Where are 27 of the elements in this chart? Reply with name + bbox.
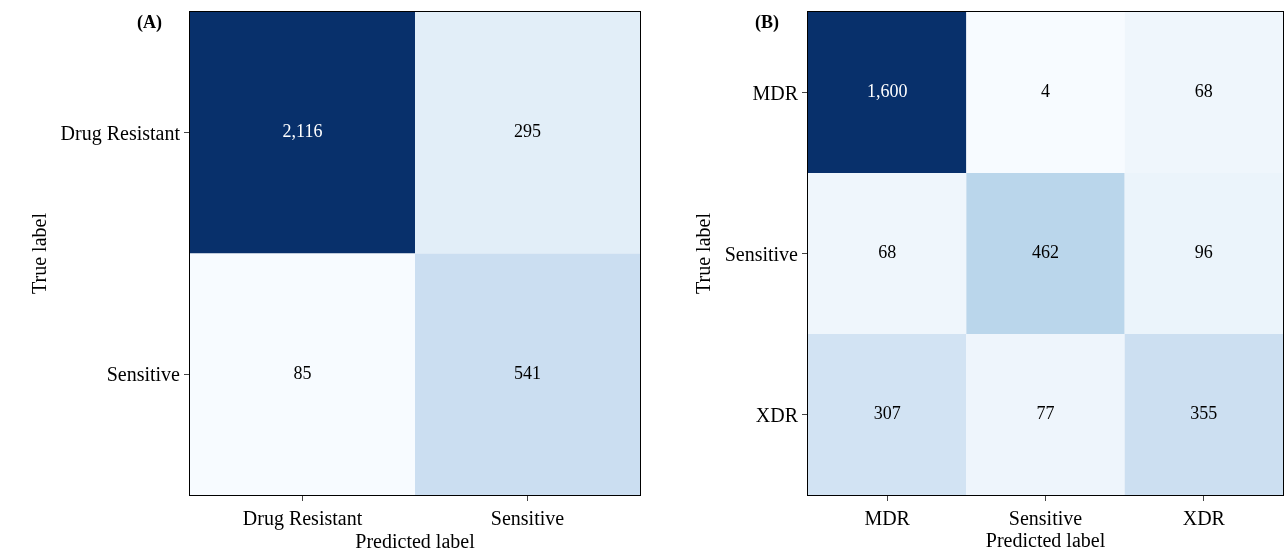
x-axis-title: Predicted label <box>985 529 1106 551</box>
x-tick-label: Drug Resistant <box>242 507 363 530</box>
data-label: 85 <box>293 362 312 383</box>
x-tick-label: XDR <box>1182 507 1226 529</box>
x-tick-label: Sensitive <box>490 507 565 529</box>
data-label: 96 <box>1194 242 1213 262</box>
data-label: 295 <box>514 121 541 142</box>
y-tick-label: Sensitive <box>724 242 799 265</box>
y-tick-label: XDR <box>755 403 799 426</box>
chart-title: (A) <box>137 12 162 33</box>
data-label: 462 <box>1032 242 1059 262</box>
y-axis-title: True label <box>692 212 715 294</box>
x-axis-title: Predicted label <box>355 530 476 552</box>
y-axis-title: True label <box>28 212 51 294</box>
data-label: 2,116 <box>282 121 323 142</box>
data-label: 68 <box>1194 81 1213 101</box>
data-label: 355 <box>1190 403 1218 423</box>
y-tick-label: MDR <box>752 81 799 104</box>
data-label: 4 <box>1041 81 1050 101</box>
x-tick-label: Sensitive <box>1008 507 1083 529</box>
data-label: 307 <box>873 403 901 423</box>
chart-title: (B) <box>755 12 779 33</box>
data-label: 77 <box>1036 403 1055 423</box>
x-tick-label: MDR <box>864 507 911 529</box>
data-label: 541 <box>514 362 541 383</box>
data-label: 1,600 <box>866 81 908 101</box>
data-label: 68 <box>878 242 897 262</box>
